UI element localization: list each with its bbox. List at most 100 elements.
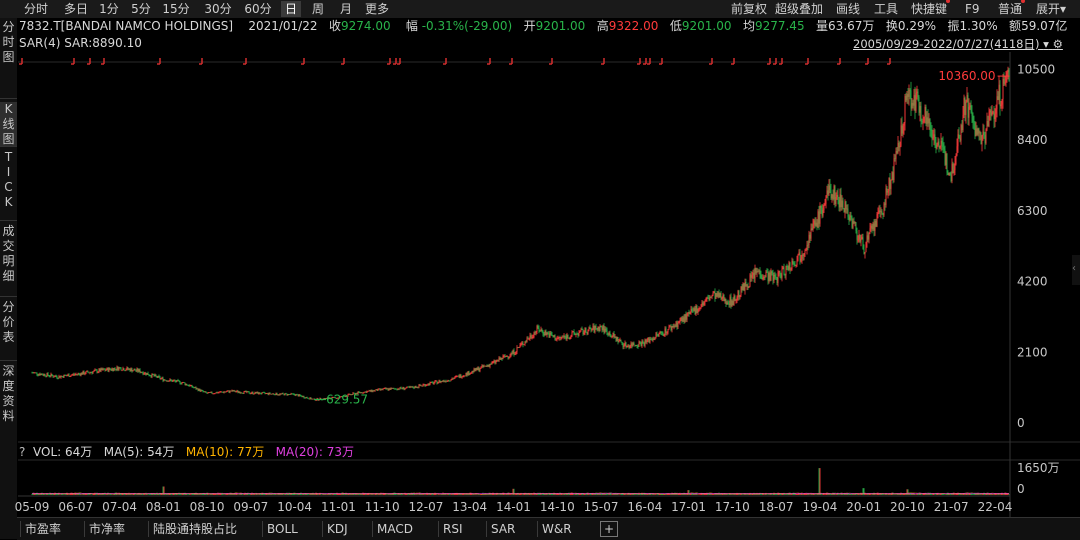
candle-body <box>703 302 705 305</box>
candle-body <box>666 332 668 334</box>
period-tab-8[interactable]: 周 <box>311 2 324 16</box>
settings-gear-icon[interactable]: ⚙ <box>1052 37 1063 51</box>
candle-body <box>853 221 855 223</box>
add-indicator-icon[interactable]: + <box>600 521 618 537</box>
candle-body <box>293 393 295 395</box>
volume-bar <box>109 493 111 495</box>
indicator-tab-4[interactable]: KDJ <box>327 522 348 536</box>
volume-bar <box>468 493 470 495</box>
volume-bar <box>733 493 735 495</box>
volume-bar <box>652 493 654 495</box>
volume-bar <box>916 492 918 495</box>
tool-2[interactable]: 画线 <box>836 2 861 16</box>
volume-bar <box>239 493 241 495</box>
volume-bar <box>917 493 919 495</box>
candle-body <box>428 383 430 386</box>
candle-body <box>403 387 405 390</box>
volume-bar <box>313 494 315 495</box>
period-tab-3[interactable]: 5分 <box>131 2 151 16</box>
candle-body <box>846 208 848 210</box>
volume-bar <box>516 493 518 495</box>
side-tab-5[interactable]: 深度资料 <box>2 364 15 423</box>
indicator-tab-0[interactable]: 市盈率 <box>25 522 62 536</box>
period-tab-0[interactable]: 分时 <box>23 2 48 16</box>
candle-body <box>601 327 603 330</box>
volume-bar <box>253 493 255 495</box>
period-tab-7[interactable]: 日 <box>281 1 301 17</box>
tool-5[interactable]: F9 <box>965 2 980 16</box>
indicator-tab-1[interactable]: 市净率 <box>89 522 126 536</box>
candle-body <box>795 265 797 266</box>
candle-body <box>362 393 364 394</box>
volume-bar <box>224 494 226 495</box>
tool-7[interactable]: 展开▾ <box>1036 2 1067 16</box>
volume-bar <box>572 493 574 495</box>
tool-3[interactable]: 工具 <box>874 2 899 16</box>
candle-body <box>633 342 635 346</box>
candle-body <box>534 332 536 334</box>
tool-4[interactable]: 快捷键 <box>911 0 951 17</box>
volume-bar <box>558 493 560 495</box>
indicator-tab-7[interactable]: SAR <box>491 522 516 536</box>
period-tab-6[interactable]: 60分 <box>244 2 272 16</box>
side-tab-4[interactable]: 分价表 <box>2 300 15 344</box>
candle-body <box>608 332 610 336</box>
volume-bar <box>150 493 152 495</box>
indicator-tab-5[interactable]: MACD <box>377 522 413 536</box>
volume-bar <box>653 494 655 495</box>
candle-body <box>950 175 952 182</box>
candle-body <box>363 391 365 394</box>
volume-bar <box>722 493 724 495</box>
candle-body <box>486 365 488 367</box>
period-tab-5[interactable]: 30分 <box>204 2 232 16</box>
volume-bar <box>846 492 848 495</box>
period-tab-4[interactable]: 15分 <box>162 2 190 16</box>
candle-body <box>897 142 899 153</box>
volume-bar <box>802 493 804 495</box>
candle-body <box>752 272 754 276</box>
period-tab-1[interactable]: 多日 <box>63 2 88 16</box>
indicator-tab-3[interactable]: BOLL <box>267 522 298 536</box>
indicator-tab-2[interactable]: 陆股通持股占比 <box>153 522 238 536</box>
volume-bar <box>487 494 489 495</box>
candle-body <box>89 372 91 374</box>
volume-bar <box>779 493 781 495</box>
volume-bar <box>612 493 614 495</box>
period-tab-10[interactable]: 更多 <box>364 2 389 16</box>
volume-bar <box>608 492 610 495</box>
volume-bar <box>922 493 924 495</box>
candle-body <box>353 392 355 394</box>
volume-bar <box>61 493 63 495</box>
volume-bar <box>908 492 910 495</box>
tool-0[interactable]: 前复权 <box>731 2 768 16</box>
volume-bar <box>862 488 864 495</box>
tool-6[interactable]: 普通 <box>998 0 1026 17</box>
candle-body <box>891 172 893 180</box>
volume-bar <box>512 488 514 495</box>
volume-bar <box>318 494 320 495</box>
volume-bar <box>180 492 182 495</box>
side-tab-3[interactable]: 成交明细 <box>2 224 15 283</box>
candle-body <box>372 390 374 392</box>
side-tab-0[interactable]: 分时图 <box>2 20 15 64</box>
volume-bar <box>92 493 94 495</box>
period-tab-9[interactable]: 月 <box>339 2 352 16</box>
vol-value: VOL: 64万 <box>33 445 93 459</box>
volume-bar <box>837 492 839 495</box>
volume-bar <box>363 493 365 495</box>
help-icon[interactable]: ? <box>19 445 26 459</box>
x-tick-label: 19-04 <box>802 500 837 514</box>
candle-body <box>677 322 679 328</box>
indicator-tab-6[interactable]: RSI <box>443 522 463 536</box>
period-tab-2[interactable]: 1分 <box>99 2 119 16</box>
candle-body <box>122 368 124 371</box>
indicator-tab-8[interactable]: W&R <box>542 522 572 536</box>
collapse-handle[interactable]: ‹ <box>1072 255 1080 285</box>
tool-1[interactable]: 超级叠加 <box>775 2 824 16</box>
date-range-selector[interactable]: 2005/09/29-2022/07/27(4118日) ▾ ⚙ <box>853 37 1063 51</box>
candle-body <box>906 94 908 101</box>
sar-indicator-row: SAR(4) SAR:8890.10 <box>19 35 142 51</box>
